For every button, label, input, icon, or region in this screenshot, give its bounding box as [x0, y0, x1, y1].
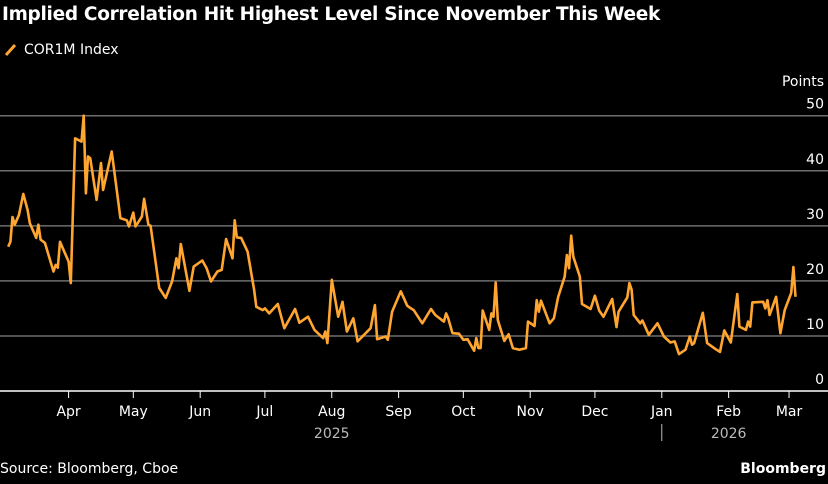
x-tick-label: Oct — [451, 404, 476, 420]
y-axis-label: Points — [782, 74, 824, 90]
y-tick-label: 0 — [815, 372, 824, 388]
x-tick-label: Jul — [255, 404, 273, 420]
chart-title: Implied Correlation Hit Highest Level Si… — [2, 4, 660, 25]
y-tick-label: 40 — [806, 152, 824, 168]
series-line-cor1m — [7, 114, 797, 356]
x-tick-label: Aug — [318, 404, 345, 420]
x-tick-label: Jun — [188, 404, 211, 420]
x-tick-label: Nov — [517, 404, 544, 420]
x-tick-label: Dec — [581, 404, 608, 420]
y-tick-label: 30 — [806, 207, 824, 223]
year-label: 2026 — [711, 426, 747, 442]
y-tick-label: 20 — [806, 262, 824, 278]
legend: COR1M Index — [4, 42, 119, 58]
y-tick-label: 10 — [806, 317, 824, 333]
x-tick-label: Jan — [650, 404, 673, 420]
y-tick-label: 50 — [806, 97, 824, 113]
x-tick-label: Feb — [716, 404, 741, 420]
legend-label: COR1M Index — [24, 42, 119, 58]
bloomberg-logo: Bloomberg — [740, 461, 826, 477]
x-tick-label: May — [119, 404, 148, 420]
x-tick-label: Sep — [385, 404, 412, 420]
x-tick-label: Apr — [56, 404, 80, 420]
source-note: Source: Bloomberg, Cboe — [0, 461, 179, 477]
year-label: 2025 — [314, 426, 350, 442]
legend-swatch-icon — [4, 43, 17, 57]
x-tick-label: Mar — [776, 404, 803, 420]
